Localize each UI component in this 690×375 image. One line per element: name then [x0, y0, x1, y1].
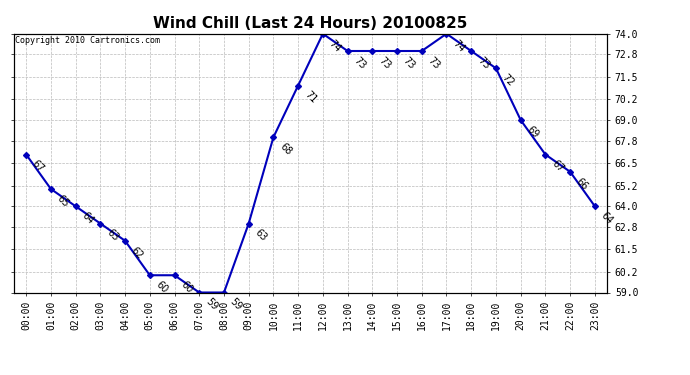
Text: 67: 67 — [30, 159, 46, 174]
Text: 64: 64 — [80, 210, 95, 226]
Text: 59: 59 — [228, 297, 244, 312]
Text: 65: 65 — [55, 193, 71, 209]
Text: 60: 60 — [154, 279, 170, 295]
Text: 62: 62 — [129, 245, 145, 261]
Text: 73: 73 — [377, 55, 393, 71]
Text: 73: 73 — [401, 55, 417, 71]
Text: 64: 64 — [599, 210, 615, 226]
Text: 68: 68 — [277, 141, 293, 157]
Text: 73: 73 — [475, 55, 491, 71]
Text: 74: 74 — [327, 38, 343, 54]
Title: Wind Chill (Last 24 Hours) 20100825: Wind Chill (Last 24 Hours) 20100825 — [153, 16, 468, 31]
Text: 73: 73 — [426, 55, 442, 71]
Text: 63: 63 — [253, 228, 268, 243]
Text: 73: 73 — [352, 55, 368, 71]
Text: 71: 71 — [302, 90, 318, 105]
Text: Copyright 2010 Cartronics.com: Copyright 2010 Cartronics.com — [15, 36, 160, 45]
Text: 60: 60 — [179, 279, 195, 295]
Text: 67: 67 — [549, 159, 565, 174]
Text: 74: 74 — [451, 38, 466, 54]
Text: 63: 63 — [104, 228, 120, 243]
Text: 69: 69 — [525, 124, 540, 140]
Text: 72: 72 — [500, 72, 516, 88]
Text: 59: 59 — [204, 297, 219, 312]
Text: 66: 66 — [574, 176, 590, 192]
